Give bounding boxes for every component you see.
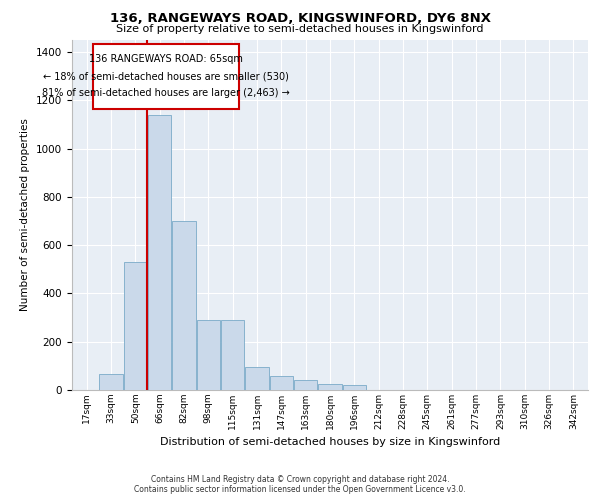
Bar (343, 385, 366, 390)
Text: Size of property relative to semi-detached houses in Kingswinford: Size of property relative to semi-detach… (116, 24, 484, 34)
Bar (319, 384, 341, 390)
Y-axis label: Number of semi-detached properties: Number of semi-detached properties (20, 118, 31, 312)
Text: 136 RANGEWAYS ROAD: 65sqm: 136 RANGEWAYS ROAD: 65sqm (89, 54, 242, 64)
Bar (197, 320, 220, 390)
FancyBboxPatch shape (92, 44, 239, 109)
Text: Contains HM Land Registry data © Crown copyright and database right 2024.
Contai: Contains HM Land Registry data © Crown c… (134, 474, 466, 494)
Bar (124, 262, 147, 390)
Bar (100, 374, 122, 390)
Bar (221, 320, 244, 390)
Text: ← 18% of semi-detached houses are smaller (530): ← 18% of semi-detached houses are smalle… (43, 72, 289, 82)
Bar (270, 376, 293, 390)
Bar (294, 380, 317, 390)
X-axis label: Distribution of semi-detached houses by size in Kingswinford: Distribution of semi-detached houses by … (160, 438, 500, 448)
Bar (245, 367, 269, 390)
Text: 136, RANGEWAYS ROAD, KINGSWINFORD, DY6 8NX: 136, RANGEWAYS ROAD, KINGSWINFORD, DY6 8… (110, 12, 491, 26)
Bar (172, 221, 196, 390)
Text: 81% of semi-detached houses are larger (2,463) →: 81% of semi-detached houses are larger (… (42, 88, 290, 99)
Bar (148, 115, 171, 390)
